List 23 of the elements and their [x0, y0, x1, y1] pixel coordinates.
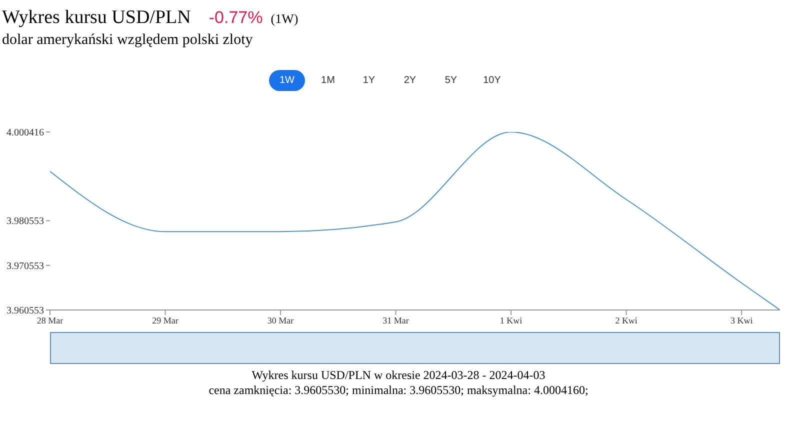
- x-tick-label: 29 Mar: [152, 315, 178, 326]
- text: 1M: [320, 74, 336, 88]
- text: 1Y: [362, 74, 376, 88]
- text: 1W: [269, 70, 305, 91]
- x-tick-label: 30 Mar: [267, 315, 294, 326]
- text: (1W): [270, 11, 298, 26]
- y-tick-label: 3.970553: [6, 260, 44, 272]
- x-tick-label: 1 Kwi: [500, 315, 523, 326]
- x-tick-label: 3 Kwi: [730, 315, 754, 326]
- x-tick-label: 31 Mar: [382, 315, 409, 326]
- x-tick-label: 28 Mar: [36, 315, 64, 326]
- text: cena zamknięcia: 3.9605530; minimalna: 3.9605530; maksymalna: 4.0004160;: [208, 383, 590, 398]
- text: 2Y: [402, 74, 418, 88]
- y-tick-label: 3.960553: [6, 306, 44, 317]
- text: 10Y: [482, 74, 502, 88]
- text: -0.77%: [208, 8, 263, 27]
- y-tick-label: 3.980553: [6, 216, 44, 228]
- y-tick-label: 4.000416: [6, 128, 44, 139]
- text: 5Y: [444, 74, 458, 88]
- text: Wykres kursu USD/PLN w okresie 2024-03-28 - 2024-04-03: [250, 368, 546, 383]
- chart-subtitle: dolar amerykański względem polski zloty: [2, 32, 253, 49]
- chart-title: Wykres kursu USD/PLN: [2, 7, 191, 28]
- x-tick-label: 2 Kwi: [615, 315, 638, 326]
